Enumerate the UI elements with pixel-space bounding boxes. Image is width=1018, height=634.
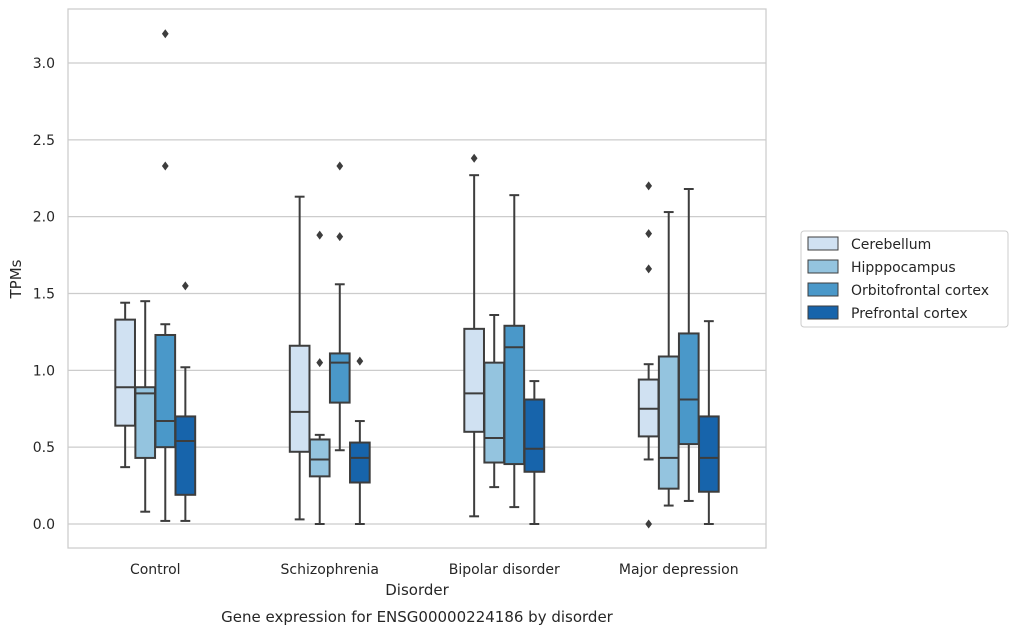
outlier-point (336, 161, 344, 171)
y-tick-label: 1.0 (33, 363, 55, 379)
y-tick-label: 2.0 (33, 210, 55, 226)
y-tick-label: 3.0 (33, 56, 55, 72)
box-iqr (677, 332, 700, 446)
x-axis-label: Disorder (385, 581, 449, 599)
legend-swatch (807, 282, 839, 297)
outlier-point (336, 232, 344, 242)
box-hipppocampus-major-depression (657, 211, 680, 507)
box-hipppocampus-schizophrenia (308, 230, 331, 525)
box-iqr (483, 361, 506, 464)
box-iqr (308, 438, 331, 478)
legend-swatch (807, 236, 839, 251)
box-iqr (154, 333, 177, 449)
box-orbitofrontal-cortex-schizophrenia (328, 161, 351, 452)
y-tick-label: 2.5 (33, 133, 55, 149)
outlier-point (645, 519, 653, 529)
y-tick-label: 0.0 (33, 517, 55, 533)
x-tick-label: Control (130, 562, 181, 578)
outlier-point (470, 153, 478, 163)
x-tick-label: Schizophrenia (281, 562, 379, 578)
y-tick-label: 0.5 (33, 440, 55, 456)
box-cerebellum-control (114, 301, 136, 469)
legend-frame (800, 230, 1009, 328)
box-hipppocampus-bipolar-disorder (483, 314, 506, 489)
box-iqr (114, 318, 136, 427)
legend-swatch (807, 305, 839, 320)
legend: Cerebellum Hipppocampus Orbitofrontal cort… (800, 230, 1009, 328)
outlier-point (181, 281, 189, 291)
outlier-point (645, 181, 653, 191)
box-iqr (698, 415, 720, 493)
plot-area (114, 29, 720, 529)
box-iqr (463, 327, 485, 433)
box-iqr (503, 324, 526, 466)
chart-caption: Gene expression for ENSG00000224186 by d… (221, 608, 614, 626)
box-prefrontal-cortex-bipolar-disorder (523, 380, 546, 525)
box-iqr (134, 386, 157, 459)
outlier-point (161, 29, 169, 39)
x-axis-ticks: Control Schizophrenia Bipolar disorder Majo… (130, 562, 739, 578)
y-tick-label: 1.5 (33, 287, 55, 303)
box-iqr (523, 398, 546, 473)
box-hipppocampus-control (134, 300, 157, 513)
outlier-point (316, 358, 324, 368)
outlier-point (356, 356, 364, 366)
box-orbitofrontal-cortex-control (154, 29, 177, 522)
legend-label: Hipppocampus (851, 260, 956, 276)
y-axis-label: TPMs (7, 259, 25, 299)
y-axis-ticks: 0.0 0.5 1.0 1.5 2.0 2.5 3.0 (33, 56, 55, 533)
box-iqr (657, 355, 680, 490)
box-prefrontal-cortex-control (174, 281, 197, 522)
outlier-point (316, 230, 324, 240)
box-prefrontal-cortex-major-depression (698, 320, 720, 525)
x-tick-label: Bipolar disorder (449, 562, 560, 578)
legend-label: Orbitofrontal cortex (851, 283, 989, 299)
box-cerebellum-schizophrenia (288, 195, 311, 521)
legend-swatch (807, 259, 839, 274)
box-iqr (328, 352, 351, 404)
box-cerebellum-major-depression (637, 181, 660, 529)
box-orbitofrontal-cortex-major-depression (677, 188, 700, 502)
box-iqr (288, 344, 311, 453)
box-iqr (174, 415, 197, 496)
box-cerebellum-bipolar-disorder (463, 153, 485, 518)
legend-label: Prefrontal cortex (851, 306, 968, 322)
outlier-point (645, 264, 653, 274)
box-iqr (349, 441, 371, 484)
x-tick-label: Major depression (619, 562, 739, 578)
box-orbitofrontal-cortex-bipolar-disorder (503, 194, 526, 509)
legend-label: Cerebellum (851, 237, 931, 253)
plot-frame (67, 8, 767, 549)
box-prefrontal-cortex-schizophrenia (349, 356, 371, 525)
outlier-point (645, 229, 653, 239)
outlier-point (161, 161, 169, 171)
